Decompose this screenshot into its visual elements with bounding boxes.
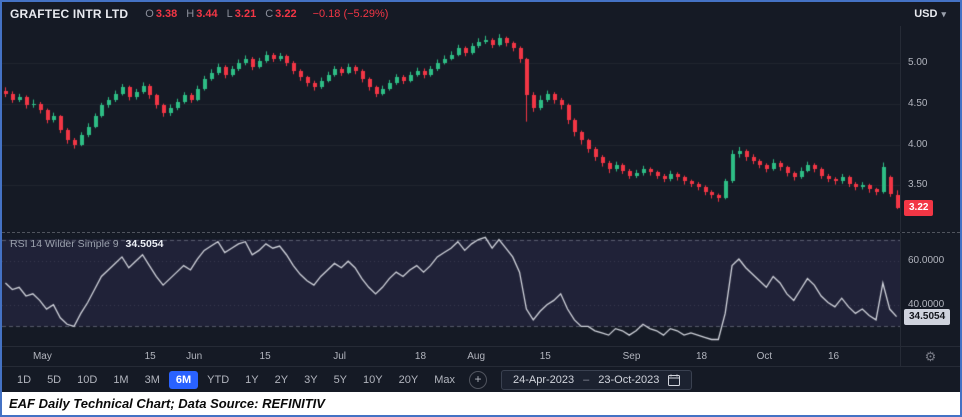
range-button-1y[interactable]: 1Y (238, 371, 265, 389)
time-axis-label: May (33, 351, 52, 362)
date-range-separator: – (583, 374, 589, 386)
calendar-icon (668, 374, 680, 386)
ohlc-label: O (145, 8, 154, 20)
currency-selector[interactable]: USD ▾ (908, 6, 952, 22)
price-axis-label: 3.50 (908, 179, 927, 191)
range-button-3m[interactable]: 3M (138, 371, 167, 389)
ohlc-values: O3.38 H3.44 L3.21 C3.22 (138, 8, 296, 20)
rsi-indicator-label: RSI 14 Wilder Simple 9 (10, 238, 119, 250)
time-axis-label: Oct (757, 351, 773, 362)
range-button-group: 1D5D10D1M3M6MYTD1Y2Y3Y5Y10Y20YMax (10, 371, 462, 389)
date-range-start: 24-Apr-2023 (513, 374, 574, 386)
chart-caption: EAF Daily Technical Chart; Data Source: … (2, 392, 960, 415)
time-axis-label: Jun (186, 351, 202, 362)
range-button-3y[interactable]: 3Y (297, 371, 324, 389)
zoom-reset-button[interactable]: + (469, 371, 487, 389)
range-button-20y[interactable]: 20Y (392, 371, 426, 389)
symbol-name: GRAFTEC INTR LTD (10, 7, 128, 21)
date-range-picker[interactable]: 24-Apr-2023 – 23-Oct-2023 (501, 370, 692, 390)
range-button-10y[interactable]: 10Y (356, 371, 390, 389)
price-change: −0.18 (−5.29%) (313, 8, 389, 20)
ohlc-value: 3.38 (156, 8, 177, 20)
range-button-5y[interactable]: 5Y (327, 371, 354, 389)
date-range-end: 23-Oct-2023 (598, 374, 659, 386)
time-axis-label: 15 (145, 351, 156, 362)
price-plot-area (2, 26, 900, 232)
time-axis-label: 15 (540, 351, 551, 362)
circled-plus-icon: + (474, 372, 481, 386)
time-axis-label: 18 (696, 351, 707, 362)
price-axis[interactable]: 3.22 5.00 4.50 4.00 3.50 (900, 26, 960, 232)
rsi-header: RSI 14 Wilder Simple 9 34.5054 (10, 238, 164, 250)
time-axis-label: Aug (467, 351, 485, 362)
time-axis-label: Jul (333, 351, 346, 362)
axis-settings-cell: ⚙ (900, 347, 960, 366)
ohlc-label: L (227, 8, 233, 20)
ohlc-value: 3.44 (196, 8, 217, 20)
time-axis-label: 15 (260, 351, 271, 362)
range-button-10d[interactable]: 10D (70, 371, 104, 389)
range-button-5d[interactable]: 5D (40, 371, 68, 389)
rsi-indicator-value: 34.5054 (126, 238, 164, 250)
time-axis-label: 16 (828, 351, 839, 362)
last-price-tag: 3.22 (904, 200, 933, 216)
rsi-axis-label: 60.0000 (908, 255, 944, 267)
range-button-max[interactable]: Max (427, 371, 462, 389)
ohlc-value: 3.21 (235, 8, 256, 20)
time-axis-row: May 15 Jun 15 Jul 18 Aug 15 Sep 18 Oct 16 ⚙ (2, 346, 960, 366)
ohlc-label: H (186, 8, 194, 20)
price-pane: 3.22 5.00 4.50 4.00 3.50 (2, 26, 960, 232)
currency-label: USD (914, 8, 937, 20)
range-button-1d[interactable]: 1D (10, 371, 38, 389)
time-axis[interactable]: May 15 Jun 15 Jul 18 Aug 15 Sep 18 Oct 16 (2, 347, 900, 366)
gear-icon[interactable]: ⚙ (925, 349, 937, 365)
ohlc-label: C (265, 8, 273, 20)
range-button-6m[interactable]: 6M (169, 371, 198, 389)
trading-chart-app: GRAFTEC INTR LTD O3.38H3.44L3.21C3.22 −0… (2, 2, 960, 392)
range-toolbar: 1D5D10D1M3M6MYTD1Y2Y3Y5Y10Y20YMax + 24-A… (2, 366, 960, 392)
price-axis-label: 4.00 (908, 139, 927, 151)
time-axis-label: Sep (623, 351, 641, 362)
rsi-plot-area: RSI 14 Wilder Simple 9 34.5054 (2, 233, 900, 346)
ohlc-value: 3.22 (275, 8, 296, 20)
rsi-value-tag: 34.5054 (904, 309, 950, 325)
chart-header: GRAFTEC INTR LTD O3.38 H3.44 L3.21 C3.22 −0… (2, 2, 960, 26)
price-axis-label: 4.50 (908, 98, 927, 110)
rsi-pane: RSI 14 Wilder Simple 9 34.5054 34.5054 6… (2, 232, 960, 346)
price-axis-label: 5.00 (908, 57, 927, 69)
range-button-ytd[interactable]: YTD (200, 371, 236, 389)
chevron-down-icon: ▾ (941, 9, 946, 20)
time-axis-label: 18 (415, 351, 426, 362)
range-button-1m[interactable]: 1M (106, 371, 135, 389)
candlestick-chart[interactable] (2, 26, 900, 232)
rsi-axis[interactable]: 34.5054 60.0000 40.0000 (900, 233, 960, 346)
range-button-2y[interactable]: 2Y (268, 371, 295, 389)
chart-window: GRAFTEC INTR LTD O3.38H3.44L3.21C3.22 −0… (0, 0, 962, 417)
rsi-axis-label: 40.0000 (908, 299, 944, 311)
